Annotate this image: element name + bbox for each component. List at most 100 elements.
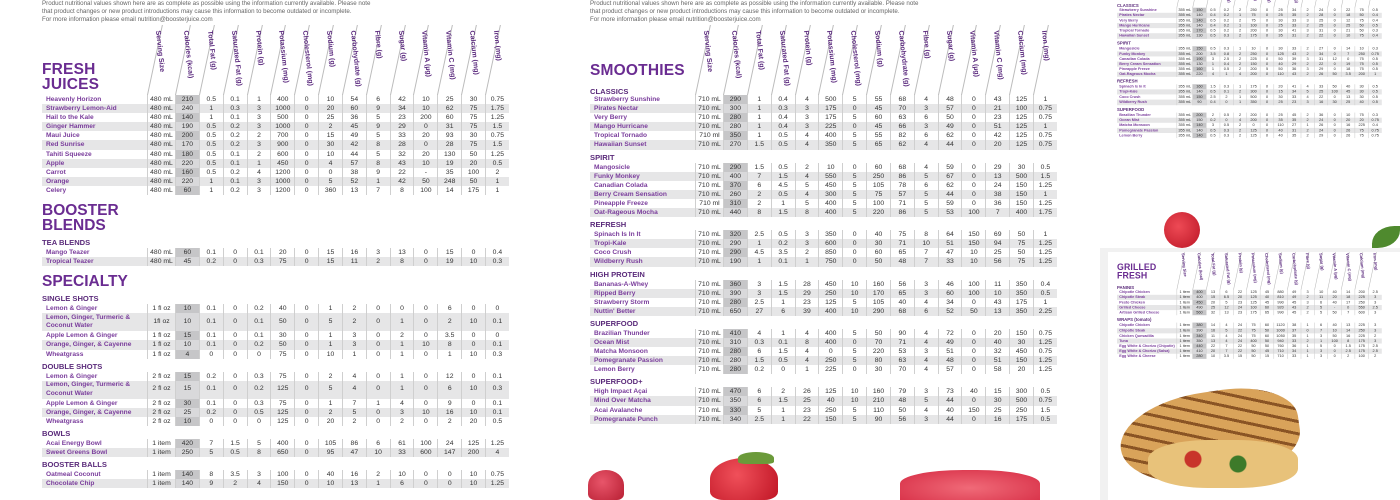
cell-cholesterol-mg: 0 [1260,89,1274,95]
item-name: Pomegranate Passion [594,357,663,365]
item-name: Lemon, Ginger, Turmeric & Coconut Water [46,381,131,397]
cell-vitamin-a-g: 0 [413,416,437,426]
item-name: Tuna [1119,338,1128,343]
cell-cholesterol-mg: 5 [842,171,866,181]
cell-sodium-g: 30 [1273,45,1288,52]
cell-iron-mg: 0.5 [1368,89,1382,95]
cell-potassium-mg: 200 [1246,117,1260,123]
cell-potassium-mg: 50 [270,313,294,332]
column-header-potassium-mg: Potassium (mg) [818,25,842,95]
cell-vitamin-a-g: 50 [1327,310,1342,316]
cell-fibre-g: 2 [1300,294,1315,301]
cell-sodium-g: 15 [1273,89,1288,95]
cell-fibre-g: 4 [913,95,938,105]
cell-vitamin-c-mg: 43 [985,297,1009,307]
cell-cholesterol-mg: 0 [1260,28,1274,34]
item-name: Orange [46,177,70,185]
cell-calories-kcal: 250 [175,448,199,458]
cell-vitamin-a-g: 0 [413,479,437,489]
cell-iron-mg: 1 [1032,189,1057,199]
cell-serving-size: 710 mL [695,365,723,375]
item-name: Oat-Rageous Mocha [1119,72,1156,77]
cell-saturated-fat-g: 0 [222,313,247,332]
cell-carbohydrate-g: 50 [889,405,914,415]
cell-total-fat-g: 0.5 [1205,127,1220,133]
cell-sugar-g: 29 [1314,132,1328,139]
cell-fibre-g: 1 [1300,353,1315,359]
item-name: Oatmeal Coconut [46,471,101,479]
cell-protein-g: 22 [1232,343,1247,349]
item-name: Pineapple Freeze [1119,67,1150,72]
cell-vitamin-a-g: - [413,167,437,177]
table-row: Tuna 1 item 350 13 4 24 400 50 940 33 2 1 100 8 175 3 [1117,338,1382,344]
cell-sugar-g: 60 [937,288,962,298]
cell-cholesterol-mg: 10 [842,288,866,298]
cell-vitamin-a-g: 0 [961,356,985,366]
cell-sodium-g: 60 [866,162,890,172]
cell-sodium-g: 55 [866,131,890,141]
cell-calories-kcal: 160 [1192,84,1206,90]
cell-calories-kcal: 360 [723,279,747,289]
column-header-fibre-g: Fibre (g) [1301,252,1315,290]
cell-sodium-g: 70 [866,337,890,348]
cell-calories-kcal: 310 [723,198,747,209]
cell-serving-size: 1 item [1176,338,1193,344]
cell-serving-size: 355 mL [1176,117,1192,123]
column-header-label: Serving Size [702,30,714,73]
cell-sodium-g: 5 [318,313,342,332]
cell-protein-g: 0.3 [246,398,271,408]
cell-carbohydrate-g: 78 [889,180,914,190]
cell-potassium-mg: 650 [270,448,294,458]
cell-protein-g: 5 [794,180,819,190]
cell-saturated-fat-g: 2 [1219,94,1233,100]
column-header-label: Potassium (mg) [825,30,838,84]
table-row: Pomegranate Punch 710 mL 340 2.5 1 22 150 5 90 56… [590,414,1057,424]
cell-serving-size: 710 mL [695,297,723,307]
cell-fibre-g: 4 [913,140,938,150]
cell-total-fat-g: 15 [1205,294,1220,301]
cell-vitamin-c-mg: 16 [437,407,461,417]
cell-protein-g: 8 [794,337,819,348]
cell-saturated-fat-g: 5 [1219,327,1233,334]
cell-protein-g: 23 [1232,300,1247,306]
cell-vitamin-a-g: 0 [413,257,437,267]
cell-calories-kcal: 280 [723,113,747,123]
cell-calories-kcal: 10 [175,304,199,314]
cell-vitamin-c-mg: 94 [985,239,1009,249]
cell-vitamin-c-mg: 56 [985,257,1009,267]
cell-total-fat-g: 20 [1205,348,1220,354]
cell-calcium-mg: 30 [1354,94,1369,100]
cell-sodium-g: 20 [318,416,342,426]
disclaimer-line: that product changes or new product intr… [42,8,352,15]
cell-total-fat-g: 2 [746,189,771,199]
cell-calcium-mg: 75 [1354,56,1369,62]
cell-serving-size: 1 item [1176,289,1193,295]
cell-cholesterol-mg: 0 [1260,71,1274,77]
cell-potassium-mg: 175 [1246,84,1260,90]
cell-total-fat-g: 1.5 [746,356,771,366]
cell-vitamin-a-g: 100 [961,279,985,289]
cell-serving-size: 710 mL [695,104,723,114]
cell-sodium-g: 60 [866,248,890,258]
cell-iron-mg: 0.3 [484,257,509,267]
item-name: Tropi-Kale [594,240,627,248]
cell-iron-mg: 0.3 [1368,112,1382,118]
cell-calcium-mg: 125 [1009,122,1033,132]
cell-saturated-fat-g: 0.5 [222,448,247,458]
cell-potassium-mg: 1000 [270,104,294,114]
cell-potassium-mg: 250 [1246,7,1260,13]
column-header-sugar-g: Sugar (g) [938,25,962,95]
cell-iron-mg: 0.5 [1368,23,1382,29]
cell-sodium-g: 35 [1273,33,1288,39]
cell-cholesterol-mg: 0 [842,365,866,375]
cell-saturated-fat-g: 0.1 [222,158,247,168]
cell-sodium-g: 110 [866,405,890,415]
cell-vitamin-c-mg: 18 [1341,294,1355,301]
cell-fibre-g: 5 [365,131,390,141]
cell-carbohydrate-g: 63 [889,356,914,366]
cell-vitamin-a-g: 0 [1327,112,1342,118]
table-row: Pineapple Freeze 710 ml 310 2 1 5 400 5 100 71 5 59… [590,198,1057,209]
cell-calories-kcal: 140 [1192,89,1206,95]
cell-carbohydrate-g: 31 [1287,127,1301,133]
